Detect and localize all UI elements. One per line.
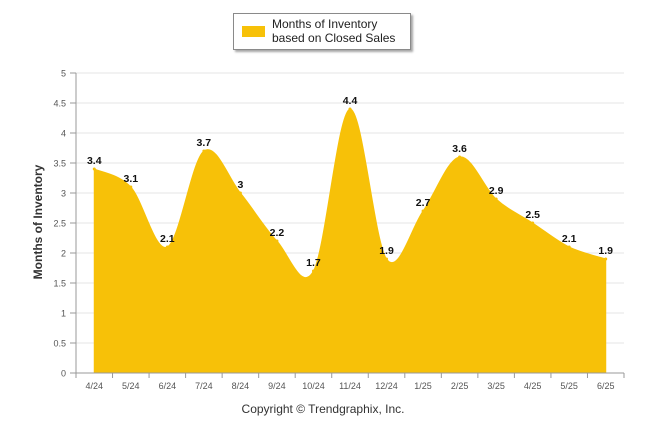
- data-label: 1.9: [379, 245, 394, 257]
- x-axis: 4/24 5/24 6/24 7/24 8/24 9/24 10/24 11/24 12/24 1…: [75, 372, 625, 391]
- data-label: 3.7: [197, 137, 212, 149]
- data-label: 2.9: [489, 185, 504, 197]
- x-tick-label: 1/25: [414, 381, 432, 391]
- x-tick-label: 4/24: [86, 381, 104, 391]
- x-tick-label: 8/24: [232, 381, 250, 391]
- data-point: [129, 185, 133, 189]
- data-point: [275, 239, 279, 243]
- data-point: [311, 269, 315, 273]
- y-tick-label: 0.5: [53, 339, 66, 349]
- area-fill: [93, 108, 607, 374]
- legend-label: Months of Inventory based on Closed Sale…: [272, 17, 396, 45]
- legend: Months of Inventory based on Closed Sale…: [233, 13, 411, 50]
- data-point: [421, 209, 425, 213]
- data-label: 2.1: [160, 233, 175, 245]
- x-tick-label: 11/24: [339, 381, 361, 391]
- x-tick-label: 3/25: [487, 381, 505, 391]
- y-tick-label: 2.5: [53, 219, 66, 229]
- y-axis: 0 0.5 1 1.5 2 2.5 3 3.5 4 4.5 5: [53, 69, 77, 379]
- y-tick-label: 4: [61, 129, 66, 139]
- data-point: [531, 221, 535, 225]
- x-tick-label: 4/25: [524, 381, 542, 391]
- y-tick-label: 1: [61, 309, 66, 319]
- data-point: [494, 197, 498, 201]
- data-point: [567, 245, 571, 249]
- area-series: [92, 107, 608, 374]
- data-label: 3: [237, 179, 243, 191]
- x-tick-label: 9/24: [268, 381, 286, 391]
- y-tick-label: 3: [61, 189, 66, 199]
- data-label: 3.6: [452, 143, 467, 155]
- x-tick-label: 5/25: [560, 381, 578, 391]
- y-tick-label: 5: [61, 69, 66, 79]
- y-tick-label: 4.5: [53, 99, 66, 109]
- data-point: [165, 245, 169, 249]
- y-tick-label: 1.5: [53, 279, 66, 289]
- data-point: [385, 257, 389, 261]
- x-tick-label: 5/24: [122, 381, 140, 391]
- data-label: 2.2: [270, 227, 285, 239]
- data-point: [458, 155, 462, 159]
- data-point: [604, 257, 608, 261]
- x-tick-label: 10/24: [302, 381, 325, 391]
- x-tick-label: 12/24: [375, 381, 398, 391]
- data-label: 3.4: [87, 155, 102, 167]
- y-tick-label: 2: [61, 249, 66, 259]
- data-point: [202, 149, 206, 153]
- x-tick-label: 7/24: [195, 381, 213, 391]
- data-label: 3.1: [123, 173, 138, 185]
- y-axis-title: Months of Inventory: [31, 164, 45, 280]
- data-label: 1.7: [306, 257, 321, 269]
- y-tick-label: 0: [61, 369, 66, 379]
- data-label: 2.7: [416, 197, 431, 209]
- x-tick-label: 6/25: [597, 381, 615, 391]
- data-label: 2.5: [525, 209, 540, 221]
- data-label: 4.4: [343, 95, 358, 107]
- x-tick-label: 2/25: [451, 381, 469, 391]
- y-tick-label: 3.5: [53, 159, 66, 169]
- data-point: [348, 107, 352, 111]
- data-point: [238, 191, 242, 195]
- data-label: 1.9: [598, 245, 613, 257]
- data-point: [92, 167, 96, 171]
- data-labels: 3.4 3.1 2.1 3.7 3 2.2 1.7 4.4 1.9 2.7 3.6 2.9 2.5 2.1…: [87, 95, 613, 269]
- copyright-footer: Copyright © Trendgraphix, Inc.: [241, 402, 405, 416]
- data-label: 2.1: [562, 233, 577, 245]
- x-tick-label: 6/24: [159, 381, 177, 391]
- legend-swatch: [242, 26, 265, 37]
